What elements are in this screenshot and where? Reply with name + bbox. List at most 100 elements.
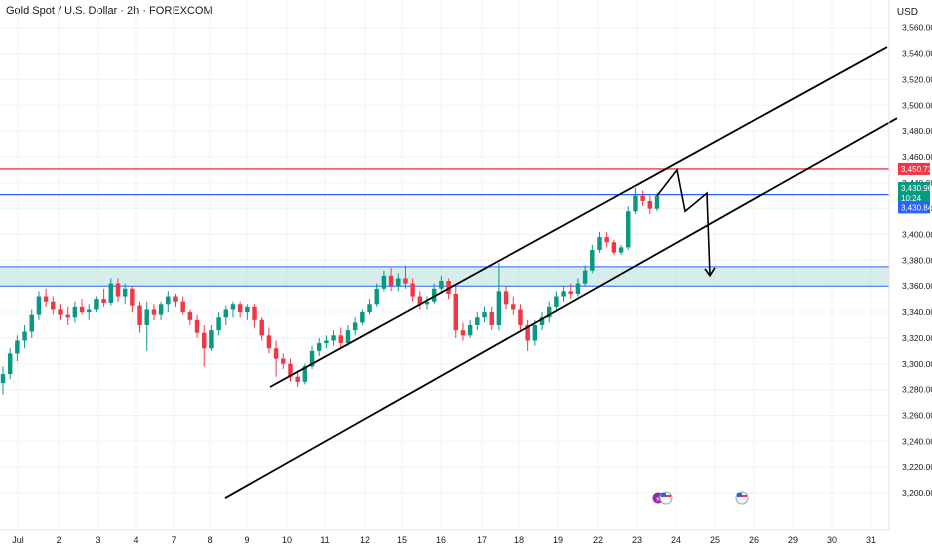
candle-body bbox=[360, 312, 365, 323]
symbol-title[interactable]: Gold Spot / U.S. Dollar · 2h · FOREXCOM bbox=[6, 5, 213, 17]
candle-body bbox=[237, 304, 243, 313]
candle-body bbox=[604, 237, 609, 243]
projection-line bbox=[656, 167, 711, 276]
candle-body bbox=[0, 374, 6, 384]
countdown-label: 10:24 bbox=[901, 194, 922, 203]
candle-body bbox=[194, 319, 200, 333]
candle-body bbox=[582, 270, 588, 284]
candle-body bbox=[101, 299, 106, 304]
time-axis-label: 22 bbox=[593, 535, 603, 545]
candle-body bbox=[626, 211, 631, 248]
candle-body bbox=[151, 309, 157, 315]
candle-body bbox=[396, 278, 401, 287]
candle-body bbox=[22, 331, 27, 341]
candle-body bbox=[259, 319, 264, 336]
candle-body bbox=[575, 283, 581, 294]
candle-body bbox=[417, 296, 423, 305]
time-axis-label: 24 bbox=[671, 535, 681, 545]
last-price-tag-bg bbox=[898, 181, 930, 204]
candle-body bbox=[539, 317, 545, 325]
candle-body bbox=[482, 312, 487, 318]
time-axis-label: 10 bbox=[282, 535, 292, 545]
candle-body bbox=[266, 335, 272, 349]
candle-body bbox=[137, 305, 142, 325]
time-axis-label: 2 bbox=[56, 535, 61, 545]
candle-body bbox=[79, 306, 85, 313]
candle-body bbox=[475, 317, 480, 325]
candle-body bbox=[316, 343, 322, 351]
price-axis-label: 3,500.00 bbox=[902, 100, 932, 110]
time-axis-label: 18 bbox=[514, 535, 524, 545]
candle-body bbox=[511, 304, 516, 310]
candle-body bbox=[568, 291, 573, 294]
candle-body bbox=[460, 330, 466, 336]
candle-body bbox=[381, 275, 387, 289]
candle-body bbox=[633, 195, 638, 212]
candle-body bbox=[647, 200, 653, 209]
resistance-tag-label: 3,450.73 bbox=[901, 165, 932, 174]
price-axis-label: 3,220.00 bbox=[902, 462, 932, 472]
candle-body bbox=[108, 283, 114, 304]
candle-body bbox=[654, 195, 660, 209]
candle-body bbox=[158, 304, 164, 315]
candle-body bbox=[424, 301, 430, 305]
candle-body bbox=[144, 309, 149, 325]
candle-body bbox=[302, 366, 308, 382]
event-markers[interactable]: ⚡ bbox=[651, 491, 749, 505]
price-axis-label: 3,320.00 bbox=[902, 333, 932, 343]
price-axis-label: 3,360.00 bbox=[902, 281, 932, 291]
time-axis-label: 16 bbox=[436, 535, 446, 545]
projection-path bbox=[656, 167, 716, 278]
resistance-tag-bg bbox=[898, 162, 930, 175]
candle-body bbox=[331, 335, 336, 341]
candle-body bbox=[115, 283, 121, 297]
candle-body bbox=[345, 330, 351, 344]
time-axis[interactable]: Jul 2 3 4 7 8 9 10 11 12 15 16 17 18 19 22 23 24 25 26 29 30 3… bbox=[12, 535, 876, 545]
candle-body bbox=[453, 293, 458, 331]
candle-body bbox=[36, 296, 42, 315]
time-axis-label: 17 bbox=[477, 535, 487, 545]
level-tag-label: 3,430.84 bbox=[901, 203, 932, 212]
price-axis-label: 3,260.00 bbox=[902, 410, 932, 420]
candle-body bbox=[439, 281, 444, 289]
price-axis-label: 3,380.00 bbox=[902, 255, 932, 265]
time-axis-label: 31 bbox=[866, 535, 876, 545]
candle-body bbox=[611, 242, 617, 253]
last-price-tag-label: 3,430.96 bbox=[901, 184, 932, 193]
price-axis-label: 3,200.00 bbox=[902, 488, 932, 498]
candles bbox=[0, 187, 660, 395]
grid bbox=[0, 0, 889, 530]
candle-body bbox=[130, 288, 135, 306]
price-axis-label: 3,520.00 bbox=[902, 74, 932, 84]
candle-body bbox=[597, 237, 602, 251]
candle-body bbox=[173, 296, 178, 302]
time-axis-label: 3 bbox=[95, 535, 100, 545]
time-axis-label: 4 bbox=[133, 535, 138, 545]
support-zone bbox=[0, 266, 889, 287]
candle-body bbox=[58, 309, 63, 315]
candle-body bbox=[51, 301, 56, 310]
currency-label[interactable]: USD bbox=[896, 7, 918, 18]
candle-body bbox=[489, 312, 494, 325]
candle-body bbox=[7, 353, 13, 375]
time-axis-label: 9 bbox=[244, 535, 249, 545]
candle-body bbox=[180, 301, 185, 313]
candle-body bbox=[467, 324, 473, 336]
candle-body bbox=[618, 247, 624, 253]
trendlines bbox=[224, 46, 898, 499]
time-axis-label: 7 bbox=[171, 535, 176, 545]
candle-body bbox=[431, 288, 437, 302]
price-axis[interactable]: 3,200.00 3,220.00 3,240.00 3,260.00 3,280.00… bbox=[902, 23, 932, 498]
price-axis-label: 3,480.00 bbox=[902, 126, 932, 136]
candle-body bbox=[288, 363, 293, 377]
price-axis-label: 3,400.00 bbox=[902, 230, 932, 240]
price-axis-label: 3,560.00 bbox=[902, 23, 932, 33]
candle-body bbox=[29, 314, 34, 332]
price-axis-label: 3,460.00 bbox=[902, 152, 932, 162]
candle-body bbox=[15, 340, 20, 354]
candle-body bbox=[554, 296, 559, 307]
candle-body bbox=[209, 330, 214, 349]
candle-body bbox=[295, 376, 300, 382]
candle-body bbox=[546, 306, 552, 318]
